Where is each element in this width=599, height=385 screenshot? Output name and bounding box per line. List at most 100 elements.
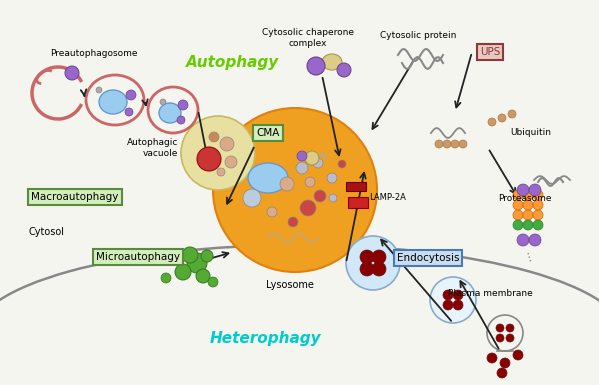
Circle shape	[175, 264, 191, 280]
Circle shape	[160, 99, 166, 105]
Circle shape	[305, 177, 315, 187]
Text: Heterophagy: Heterophagy	[209, 330, 321, 345]
Circle shape	[181, 116, 255, 190]
Circle shape	[305, 151, 319, 165]
Text: Cytosol: Cytosol	[28, 227, 64, 237]
Ellipse shape	[99, 90, 127, 114]
Circle shape	[523, 200, 533, 210]
Circle shape	[337, 63, 351, 77]
Text: Cytosolic protein: Cytosolic protein	[380, 30, 456, 40]
Circle shape	[443, 140, 451, 148]
Circle shape	[217, 168, 225, 176]
Circle shape	[360, 250, 374, 264]
Circle shape	[451, 140, 459, 148]
Circle shape	[496, 334, 504, 342]
Circle shape	[517, 234, 529, 246]
Circle shape	[201, 250, 213, 262]
Circle shape	[523, 190, 533, 200]
Circle shape	[346, 236, 400, 290]
Circle shape	[513, 210, 523, 220]
Circle shape	[506, 324, 514, 332]
Ellipse shape	[322, 54, 342, 70]
Circle shape	[513, 350, 523, 360]
Text: CMA: CMA	[256, 128, 280, 138]
Circle shape	[500, 358, 510, 368]
Circle shape	[243, 189, 261, 207]
Circle shape	[435, 140, 443, 148]
Circle shape	[267, 207, 277, 217]
Circle shape	[182, 247, 198, 263]
Circle shape	[506, 334, 514, 342]
Circle shape	[523, 220, 533, 230]
Text: Macroautophagy: Macroautophagy	[31, 192, 119, 202]
Circle shape	[453, 290, 463, 300]
Text: Lysosome: Lysosome	[266, 280, 314, 290]
Circle shape	[533, 220, 543, 230]
Text: Autophagy: Autophagy	[186, 55, 280, 70]
Circle shape	[338, 160, 346, 168]
Text: Preautophagosome: Preautophagosome	[50, 49, 138, 58]
Circle shape	[225, 156, 237, 168]
Text: LAMP-2A: LAMP-2A	[369, 192, 406, 201]
Ellipse shape	[159, 103, 181, 123]
Circle shape	[533, 210, 543, 220]
Circle shape	[178, 100, 188, 110]
Circle shape	[187, 253, 207, 273]
Circle shape	[533, 200, 543, 210]
Circle shape	[209, 132, 219, 142]
Ellipse shape	[248, 163, 288, 193]
Text: Plasma membrane: Plasma membrane	[447, 288, 533, 298]
Circle shape	[161, 273, 171, 283]
Bar	[348, 197, 368, 208]
Circle shape	[208, 277, 218, 287]
Circle shape	[314, 190, 326, 202]
Circle shape	[443, 300, 453, 310]
Circle shape	[459, 140, 467, 148]
Circle shape	[196, 269, 210, 283]
Circle shape	[280, 177, 294, 191]
Circle shape	[529, 184, 541, 196]
Circle shape	[96, 87, 102, 93]
Text: Proteasome: Proteasome	[498, 194, 552, 203]
Circle shape	[508, 110, 516, 118]
Text: UPS: UPS	[480, 47, 500, 57]
Circle shape	[126, 90, 136, 100]
Circle shape	[498, 114, 506, 122]
Circle shape	[529, 234, 541, 246]
Circle shape	[65, 66, 79, 80]
Circle shape	[327, 173, 337, 183]
Circle shape	[297, 151, 307, 161]
Circle shape	[197, 147, 221, 171]
Circle shape	[300, 200, 316, 216]
Circle shape	[513, 200, 523, 210]
Circle shape	[487, 353, 497, 363]
Circle shape	[497, 368, 507, 378]
Circle shape	[220, 137, 234, 151]
Text: Ubiquitin: Ubiquitin	[510, 127, 551, 137]
Circle shape	[496, 324, 504, 332]
Circle shape	[288, 217, 298, 227]
Text: Endocytosis: Endocytosis	[397, 253, 459, 263]
Circle shape	[360, 262, 374, 276]
Text: Microautophagy: Microautophagy	[96, 252, 180, 262]
Circle shape	[125, 108, 133, 116]
Circle shape	[372, 250, 386, 264]
Circle shape	[487, 315, 523, 351]
Circle shape	[177, 116, 185, 124]
Circle shape	[296, 162, 308, 174]
Circle shape	[313, 158, 323, 168]
Circle shape	[523, 210, 533, 220]
Circle shape	[213, 108, 377, 272]
Circle shape	[453, 300, 463, 310]
Circle shape	[307, 57, 325, 75]
Circle shape	[443, 290, 453, 300]
Circle shape	[372, 262, 386, 276]
Circle shape	[430, 277, 476, 323]
Circle shape	[166, 252, 178, 264]
Circle shape	[488, 118, 496, 126]
Circle shape	[513, 190, 523, 200]
Bar	[346, 182, 366, 191]
Text: Cytosolic chaperone
complex: Cytosolic chaperone complex	[262, 28, 354, 48]
Circle shape	[513, 220, 523, 230]
Circle shape	[533, 190, 543, 200]
